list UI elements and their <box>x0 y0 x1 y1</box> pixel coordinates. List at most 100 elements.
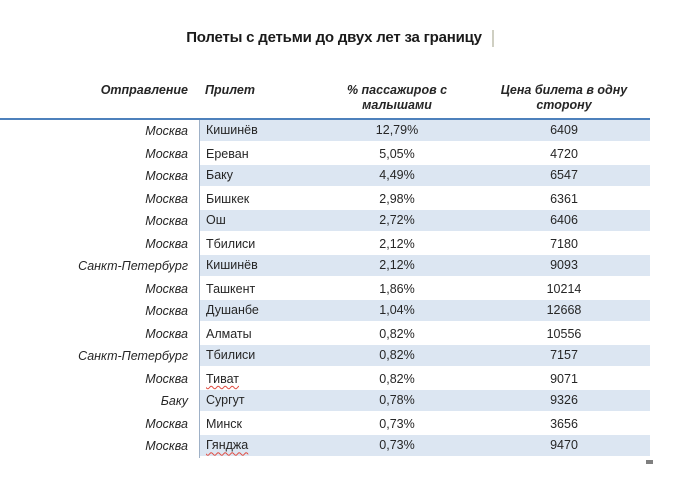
table-resize-handle[interactable] <box>646 460 653 464</box>
arrival-text: Тбилиси <box>206 236 256 251</box>
table-row: Москва Ош 2,72% 6406 <box>0 210 650 233</box>
header-departure: Отправление <box>100 83 188 97</box>
departure-cell: Санкт-Петербург <box>0 255 200 278</box>
table-row: Москва Тбилиси 2,12% 7180 <box>0 233 650 256</box>
arrival-cell: Ташкент <box>200 278 316 301</box>
price-text: 4720 <box>550 146 578 161</box>
price-cell: 9470 <box>478 435 650 458</box>
percent-text: 0,73% <box>379 416 415 431</box>
arrival-text: Ташкент <box>206 281 256 296</box>
departure-text: Москва <box>145 169 188 184</box>
percent-text: 4,49% <box>379 168 415 183</box>
arrival-cell: Алматы <box>200 323 316 346</box>
table-row: Москва Алматы 0,82% 10556 <box>0 323 650 346</box>
departure-text: Москва <box>145 304 188 319</box>
arrival-text: Минск <box>206 416 243 431</box>
price-cell: 10214 <box>478 278 650 301</box>
table-row: Москва Ташкент 1,86% 10214 <box>0 278 650 301</box>
price-cell: 9093 <box>478 255 650 278</box>
page-title: Полеты с детьми до двух лет за границу <box>186 29 482 46</box>
price-text: 6547 <box>550 168 578 183</box>
percent-text: 0,73% <box>379 438 415 453</box>
departure-cell: Баку <box>0 390 200 413</box>
price-cell: 10556 <box>478 323 650 346</box>
percent-cell: 12,79% <box>316 120 478 143</box>
departure-cell: Москва <box>0 143 200 166</box>
percent-cell: 1,04% <box>316 300 478 323</box>
price-text: 9071 <box>550 371 578 386</box>
percent-text: 2,12% <box>379 258 415 273</box>
percent-text: 5,05% <box>379 146 415 161</box>
arrival-text: Бишкек <box>206 191 250 206</box>
header-arrival: Прилет <box>205 83 255 97</box>
price-cell: 6406 <box>478 210 650 233</box>
price-text: 6409 <box>550 123 578 138</box>
arrival-text: Тиват <box>206 371 239 386</box>
price-cell: 3656 <box>478 413 650 436</box>
table-row: Москва Кишинёв 12,79% 6409 <box>0 120 650 143</box>
departure-cell: Москва <box>0 368 200 391</box>
header-divider-rule <box>0 118 650 120</box>
arrival-cell: Душанбе <box>200 300 316 323</box>
arrival-text: Душанбе <box>206 303 259 318</box>
price-cell: 9071 <box>478 368 650 391</box>
table-header-row: Отправление Прилет % пассажиров с малыша… <box>0 83 650 113</box>
departure-text: Санкт-Петербург <box>78 259 188 274</box>
arrival-text: Гянджа <box>206 438 249 453</box>
price-text: 3656 <box>550 416 578 431</box>
departure-cell: Москва <box>0 210 200 233</box>
header-price-label: Цена билета в одну сторону <box>500 83 628 112</box>
price-cell: 6361 <box>478 188 650 211</box>
departure-text: Москва <box>145 191 188 206</box>
table-row: Москва Ереван 5,05% 4720 <box>0 143 650 166</box>
arrival-text: Сургут <box>206 393 245 408</box>
percent-text: 2,12% <box>379 236 415 251</box>
percent-cell: 5,05% <box>316 143 478 166</box>
arrival-cell: Тбилиси <box>200 345 316 368</box>
percent-cell: 2,98% <box>316 188 478 211</box>
departure-text: Москва <box>145 371 188 386</box>
price-text: 9093 <box>550 258 578 273</box>
header-percent: % пассажиров с малышами <box>316 83 478 113</box>
price-text: 9470 <box>550 438 578 453</box>
departure-text: Москва <box>145 236 188 251</box>
header-price: Цена билета в одну сторону <box>478 83 650 113</box>
departure-text: Санкт-Петербург <box>78 349 188 364</box>
departure-cell: Санкт-Петербург <box>0 345 200 368</box>
price-text: 10556 <box>546 326 582 341</box>
percent-text: 2,72% <box>379 213 415 228</box>
percent-text: 0,78% <box>379 393 415 408</box>
departure-text: Москва <box>145 326 188 341</box>
arrival-text: Кишинёв <box>206 123 258 138</box>
percent-cell: 0,82% <box>316 323 478 346</box>
price-text: 6361 <box>550 191 578 206</box>
arrival-cell: Тиват <box>200 368 316 391</box>
percent-cell: 0,73% <box>316 435 478 458</box>
percent-text: 0,82% <box>379 348 415 363</box>
departure-cell: Москва <box>0 278 200 301</box>
arrival-cell: Ош <box>200 210 316 233</box>
percent-cell: 0,73% <box>316 413 478 436</box>
percent-text: 2,98% <box>379 191 415 206</box>
arrival-cell: Баку <box>200 165 316 188</box>
arrival-cell: Минск <box>200 413 316 436</box>
table-body: Москва Кишинёв 12,79% 6409 Москва Ереван… <box>0 120 650 458</box>
header-percent-label: % пассажиров с малышами <box>346 83 448 112</box>
price-cell: 6409 <box>478 120 650 143</box>
table-row: Москва Бишкек 2,98% 6361 <box>0 188 650 211</box>
table-row: Москва Минск 0,73% 3656 <box>0 413 650 436</box>
percent-cell: 0,78% <box>316 390 478 413</box>
percent-cell: 0,82% <box>316 345 478 368</box>
arrival-cell: Бишкек <box>200 188 316 211</box>
departure-cell: Москва <box>0 165 200 188</box>
departure-text: Баку <box>160 394 188 409</box>
table-row: Санкт-Петербург Кишинёв 2,12% 9093 <box>0 255 650 278</box>
price-cell: 7157 <box>478 345 650 368</box>
arrival-cell: Ереван <box>200 143 316 166</box>
percent-text: 1,86% <box>379 281 415 296</box>
percent-cell: 2,12% <box>316 255 478 278</box>
arrival-cell: Гянджа <box>200 435 316 458</box>
percent-cell: 4,49% <box>316 165 478 188</box>
departure-cell: Москва <box>0 233 200 256</box>
